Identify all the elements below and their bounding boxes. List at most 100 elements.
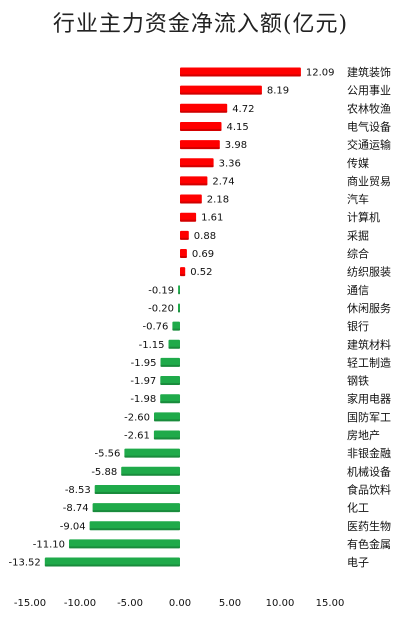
bar	[178, 285, 180, 295]
bar-shadow	[180, 110, 228, 113]
x-tick-label: -5.00	[117, 598, 143, 609]
data-label: -1.15	[139, 340, 165, 351]
category-label: 休闲服务	[347, 301, 391, 315]
data-label: 0.69	[192, 249, 214, 260]
data-label: 3.98	[225, 140, 247, 151]
bar	[92, 503, 180, 513]
x-tick-label: -10.00	[64, 598, 96, 609]
bar-shadow	[180, 256, 187, 258]
bar-shadow	[178, 310, 180, 313]
bar	[44, 557, 180, 567]
x-tick-label: 0.00	[169, 598, 191, 609]
x-tick-label: 10.00	[266, 598, 295, 609]
bar-shadow	[160, 364, 180, 367]
data-label: -2.60	[124, 412, 150, 423]
bar-shadow	[180, 92, 262, 95]
category-label: 房地产	[347, 428, 380, 442]
bar	[94, 484, 180, 494]
bar	[89, 521, 180, 531]
bar	[180, 249, 187, 258]
data-label: -8.74	[63, 503, 89, 514]
data-label: 0.88	[194, 231, 216, 242]
bar	[178, 303, 180, 313]
bar-shadow	[44, 564, 180, 567]
category-label: 钢铁	[347, 375, 369, 388]
bar	[153, 430, 180, 440]
bar-shadow	[180, 219, 197, 222]
category-label: 家用电器	[347, 392, 391, 406]
data-label: 4.72	[232, 104, 254, 115]
bar-shadow	[160, 383, 180, 386]
category-label: 医药生物	[347, 519, 391, 533]
category-label: 国防军工	[347, 410, 391, 424]
category-label: 综合	[347, 247, 369, 261]
bar	[124, 448, 180, 458]
data-label: 8.19	[267, 86, 289, 97]
bar	[121, 466, 180, 476]
bar	[180, 67, 301, 77]
category-label: 商业贸易	[347, 174, 391, 188]
category-label: 计算机	[347, 210, 380, 224]
bar-shadow	[94, 491, 180, 494]
bar-shadow	[172, 328, 180, 331]
category-label: 纺织服装	[347, 265, 391, 279]
bar	[180, 121, 222, 131]
bar-shadow	[89, 528, 180, 531]
category-label: 电气设备	[347, 119, 391, 133]
bar	[69, 539, 180, 549]
category-label: 公用事业	[347, 84, 391, 97]
data-label: -1.97	[130, 376, 156, 387]
bar	[180, 194, 202, 204]
bar	[180, 158, 214, 168]
bar-shadow	[180, 237, 189, 240]
bar	[180, 176, 208, 186]
category-label: 机械设备	[347, 464, 391, 478]
data-label: 3.36	[219, 158, 241, 169]
category-label: 银行	[347, 319, 369, 333]
data-label: 2.74	[212, 176, 234, 187]
category-label: 交通运输	[347, 138, 391, 152]
category-label: 农林牧渔	[347, 101, 391, 115]
bar	[160, 394, 180, 404]
category-label: 建筑装饰	[347, 65, 391, 79]
category-label: 非银金融	[347, 446, 391, 460]
bar-shadow	[168, 346, 180, 349]
category-label: 电子	[347, 556, 369, 569]
data-label: -5.56	[95, 449, 121, 460]
category-label: 食品饮料	[347, 482, 391, 496]
chart-title: 行业主力资金净流入额(亿元)	[52, 12, 349, 37]
data-label: 0.52	[190, 267, 212, 278]
bar-shadow	[92, 510, 180, 513]
data-label: -2.61	[124, 431, 150, 442]
bar	[180, 85, 262, 95]
bar-shadow	[153, 437, 180, 440]
category-label: 建筑材料	[347, 337, 391, 351]
data-label: 4.15	[227, 122, 249, 133]
bar-shadow	[121, 473, 180, 476]
bar	[154, 412, 180, 422]
bar-shadow	[180, 183, 208, 186]
bar	[160, 357, 180, 367]
bar	[180, 212, 197, 222]
bar	[160, 376, 180, 386]
data-label: 12.09	[306, 68, 335, 79]
category-label: 通信	[347, 284, 369, 297]
bar-shadow	[160, 401, 180, 404]
bar-shadow	[180, 147, 220, 150]
data-label: -13.52	[9, 558, 41, 569]
data-label: -1.98	[130, 394, 156, 405]
category-label: 汽车	[347, 192, 369, 206]
bar	[180, 140, 220, 150]
category-label: 轻工制造	[347, 355, 391, 369]
bar-shadow	[180, 201, 202, 204]
bar-shadow	[180, 74, 301, 77]
x-tick-label: -15.00	[14, 598, 46, 609]
data-label: 1.61	[201, 213, 223, 224]
data-label: -11.10	[33, 539, 65, 550]
data-label: -0.76	[143, 322, 169, 333]
bar-shadow	[180, 165, 214, 168]
category-label: 化工	[347, 501, 369, 515]
data-label: -5.88	[91, 467, 117, 478]
bar-shadow	[180, 128, 222, 131]
